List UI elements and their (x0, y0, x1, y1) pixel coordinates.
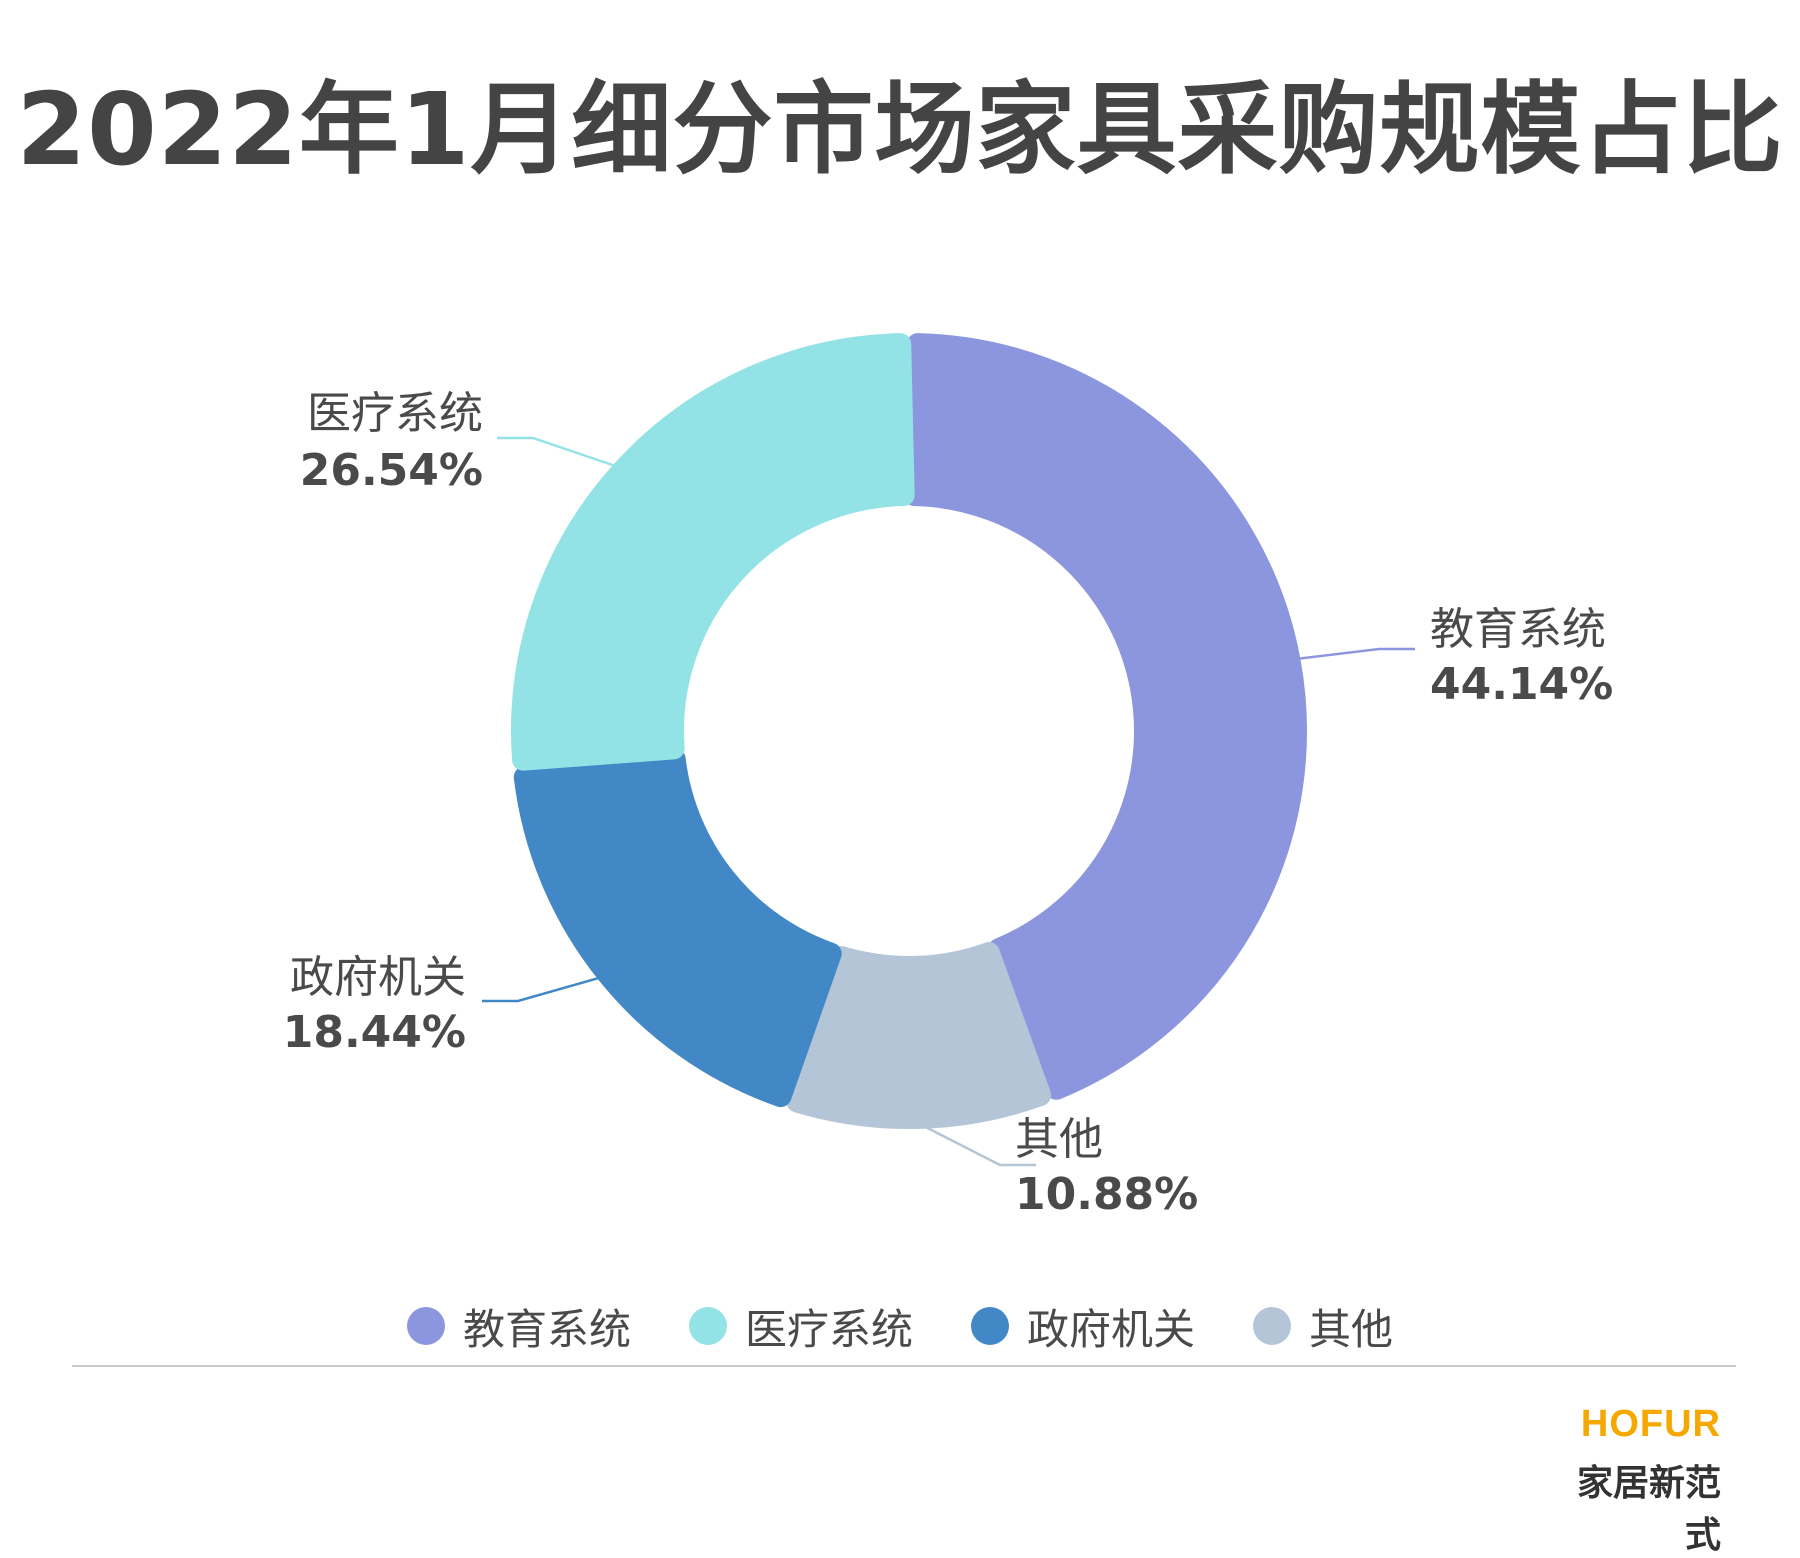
callout-leader-line (497, 436, 619, 469)
callout-leader-line (1295, 647, 1415, 661)
callout-percentage-label: 10.88% (1015, 1169, 1198, 1220)
callout-percentage-label: 18.44% (283, 1007, 466, 1058)
legend-label: 政府机关 (1027, 1304, 1196, 1354)
donut-slice (513, 748, 842, 1108)
donut-slice (511, 333, 915, 771)
callout-leader-line (918, 1122, 1036, 1167)
callout-category-label: 其他 (1015, 1114, 1103, 1165)
brand-logo-text: HOFUR (1580, 1403, 1721, 1445)
legend-item[interactable]: 政府机关 (971, 1296, 1195, 1357)
chart-title: 2022年1月细分市场家具采购规模占比 (16, 71, 1784, 188)
brand-tagline: 家居新范式 (1576, 1463, 1721, 1556)
legend-item[interactable]: 其他 (1253, 1296, 1393, 1357)
donut-slice (903, 333, 1307, 1100)
divider (72, 1365, 1736, 1367)
legend-swatch-icon (688, 1307, 727, 1345)
legend-swatch-icon (406, 1307, 445, 1345)
callout-leader-line (482, 975, 603, 1003)
callout-percentage-label: 26.54% (300, 445, 483, 496)
legend: 教育系统 医疗系统 政府机关 其他 (0, 1296, 1800, 1356)
legend-label: 医疗系统 (744, 1304, 913, 1354)
callout-category-label: 教育系统 (1430, 604, 1606, 655)
callout-category-label: 医疗系统 (307, 388, 483, 439)
legend-label: 教育系统 (462, 1304, 631, 1354)
legend-item[interactable]: 医疗系统 (688, 1296, 913, 1357)
legend-label: 其他 (1309, 1304, 1394, 1354)
legend-swatch-icon (971, 1307, 1009, 1345)
callout-percentage-label: 44.14% (1430, 659, 1613, 710)
legend-swatch-icon (1253, 1307, 1292, 1345)
legend-item[interactable]: 教育系统 (406, 1296, 631, 1357)
callout-category-label: 政府机关 (290, 952, 466, 1003)
donut-slice (786, 942, 1052, 1129)
